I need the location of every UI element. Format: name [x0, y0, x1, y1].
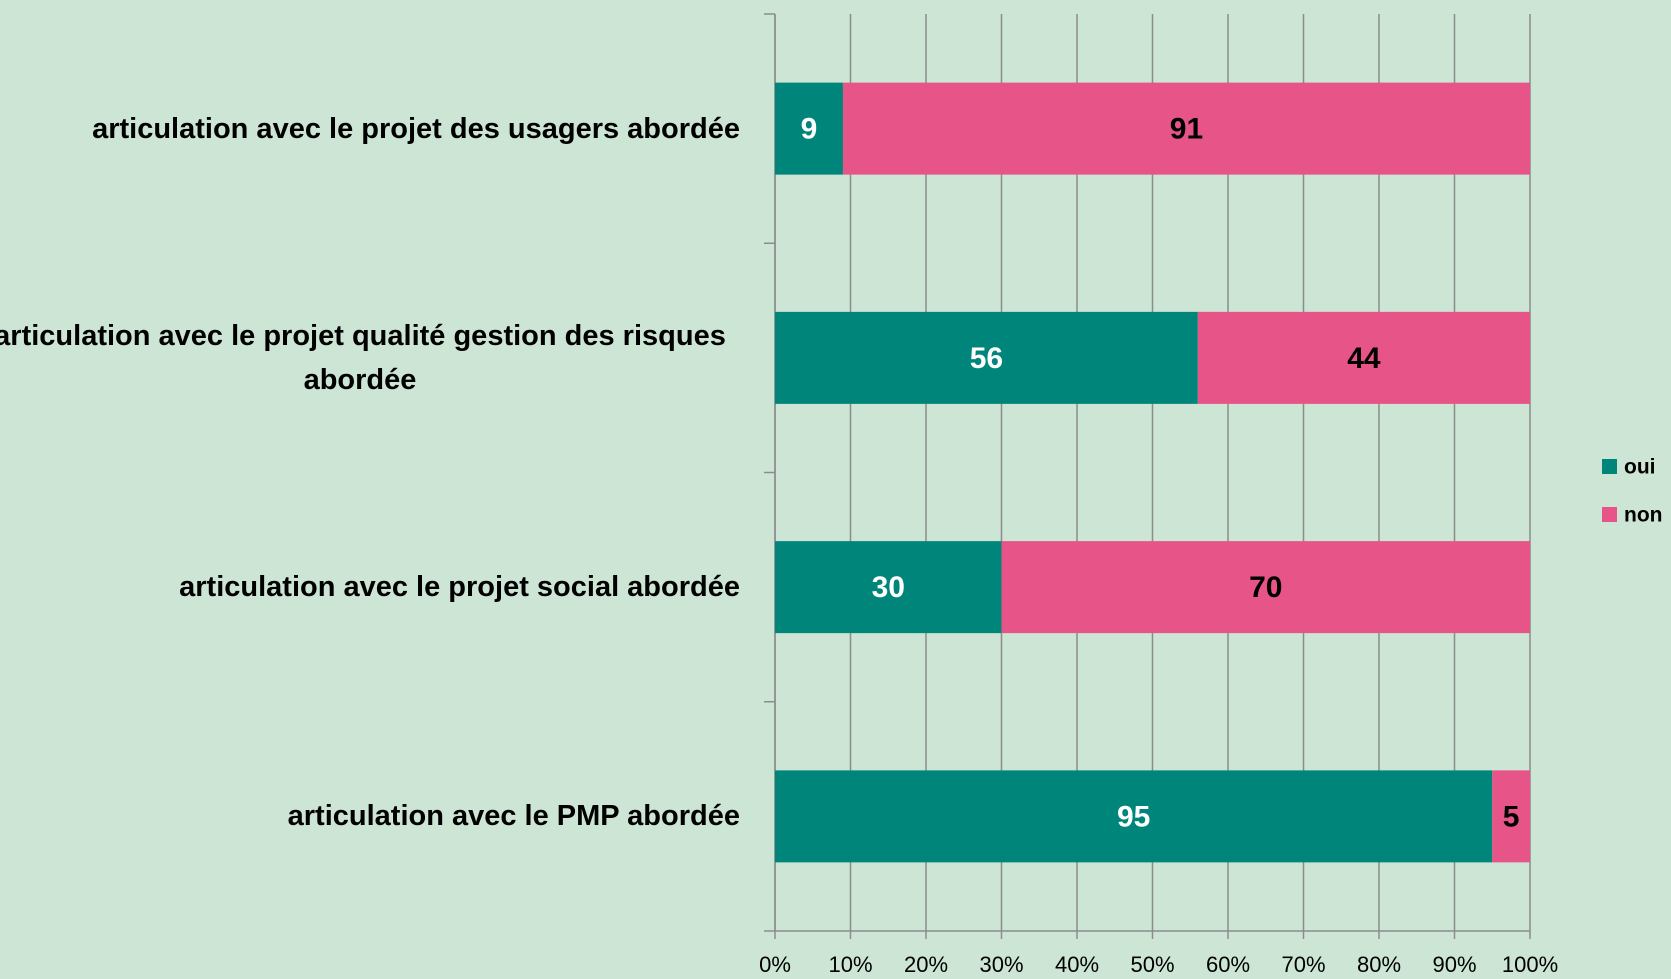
x-tick-label: 20%	[904, 952, 948, 977]
data-label: 44	[1347, 342, 1381, 375]
bar-segment	[775, 541, 1002, 634]
bar-segment	[1492, 770, 1530, 863]
bar-segment	[842, 82, 1530, 175]
x-tick-label: 60%	[1206, 952, 1250, 977]
category-label: articulation avec le projet qualité gest…	[0, 319, 726, 396]
legend-label: non	[1624, 504, 1662, 527]
bar-segment	[1197, 311, 1530, 404]
x-tick-label: 100%	[1502, 952, 1558, 977]
x-tick-label: 30%	[979, 952, 1023, 977]
x-tick-label: 0%	[759, 952, 791, 977]
category-label: articulation avec le PMP abordée	[287, 800, 740, 833]
data-label: 5	[1503, 800, 1520, 833]
category-label-box: articulation avec le projet social abord…	[0, 565, 740, 609]
legend-swatch	[1602, 459, 1617, 474]
legend-swatch	[1602, 507, 1617, 522]
data-label: 70	[1249, 571, 1282, 604]
bar-segment	[1001, 541, 1530, 634]
x-tick-label: 70%	[1281, 952, 1325, 977]
x-tick-label: 80%	[1357, 952, 1401, 977]
data-label: 9	[801, 113, 818, 146]
x-tick-label: 10%	[828, 952, 872, 977]
data-label: 95	[1117, 800, 1150, 833]
category-label: articulation avec le projet social abord…	[179, 571, 740, 604]
category-label-box: articulation avec le PMP abordée	[0, 794, 740, 838]
bar-segment	[775, 770, 1493, 863]
category-label-box: articulation avec le projet des usagers …	[0, 107, 740, 151]
x-tick-label: 90%	[1432, 952, 1476, 977]
data-label: 30	[872, 571, 905, 604]
data-label: 91	[1170, 113, 1203, 146]
data-label: 56	[970, 342, 1003, 375]
category-label: articulation avec le projet des usagers …	[92, 112, 740, 145]
legend-label: oui	[1624, 456, 1656, 479]
category-label-box: articulation avec le projet qualité gest…	[0, 314, 740, 402]
bar-segment	[775, 311, 1198, 404]
x-tick-label: 50%	[1130, 952, 1174, 977]
x-tick-label: 40%	[1055, 952, 1099, 977]
bar-segment	[775, 82, 843, 175]
